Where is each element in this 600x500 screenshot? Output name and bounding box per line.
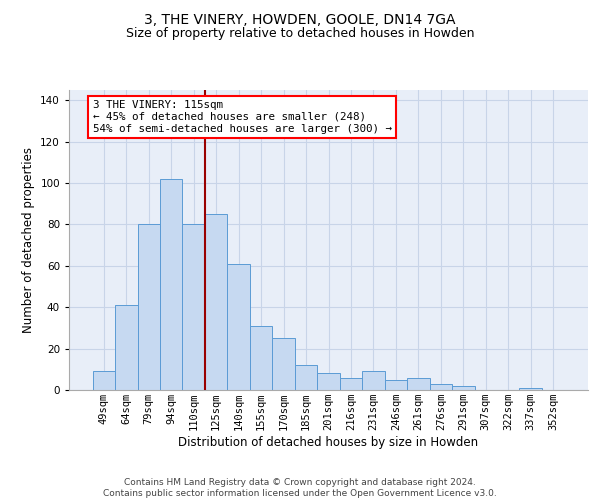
Bar — [160, 179, 182, 390]
Bar — [227, 264, 250, 390]
Bar — [340, 378, 362, 390]
Bar — [407, 378, 430, 390]
Bar — [295, 365, 317, 390]
Bar — [182, 224, 205, 390]
Bar — [115, 305, 137, 390]
Bar — [137, 224, 160, 390]
Y-axis label: Number of detached properties: Number of detached properties — [22, 147, 35, 333]
Bar — [362, 372, 385, 390]
Bar — [272, 338, 295, 390]
Bar — [317, 374, 340, 390]
Bar — [520, 388, 542, 390]
Text: 3 THE VINERY: 115sqm
← 45% of detached houses are smaller (248)
54% of semi-deta: 3 THE VINERY: 115sqm ← 45% of detached h… — [92, 100, 392, 134]
Bar — [250, 326, 272, 390]
X-axis label: Distribution of detached houses by size in Howden: Distribution of detached houses by size … — [178, 436, 479, 449]
Text: Contains HM Land Registry data © Crown copyright and database right 2024.
Contai: Contains HM Land Registry data © Crown c… — [103, 478, 497, 498]
Text: 3, THE VINERY, HOWDEN, GOOLE, DN14 7GA: 3, THE VINERY, HOWDEN, GOOLE, DN14 7GA — [144, 12, 456, 26]
Bar — [92, 372, 115, 390]
Bar — [205, 214, 227, 390]
Bar — [430, 384, 452, 390]
Bar — [452, 386, 475, 390]
Bar — [385, 380, 407, 390]
Text: Size of property relative to detached houses in Howden: Size of property relative to detached ho… — [126, 28, 474, 40]
